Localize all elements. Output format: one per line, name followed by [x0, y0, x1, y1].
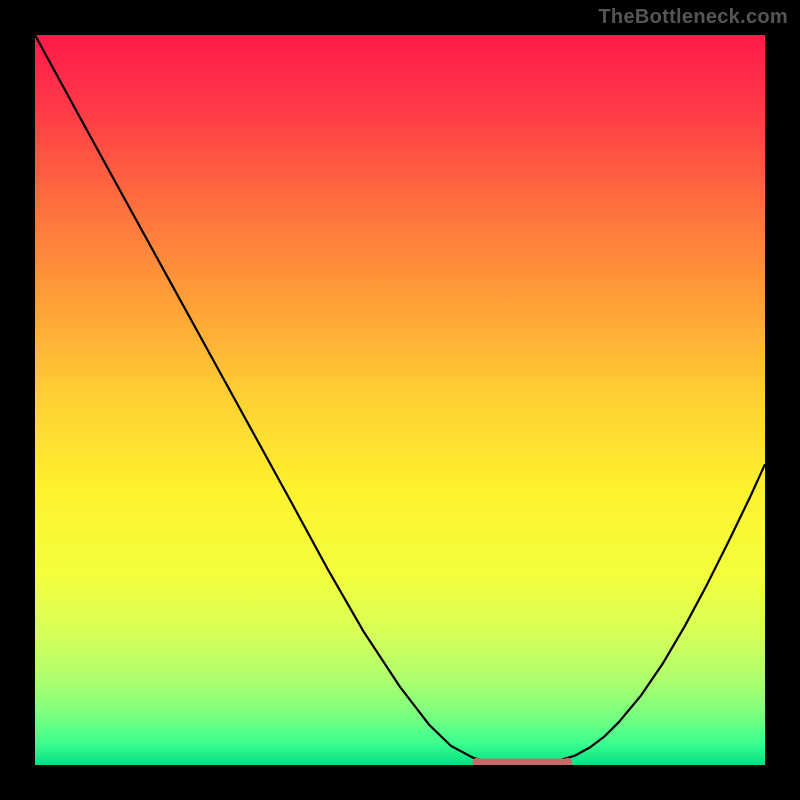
- curve-layer: [35, 35, 765, 765]
- figure-container: TheBottleneck.com: [0, 0, 800, 800]
- optimal-range-marker: [472, 758, 572, 765]
- watermark-text: TheBottleneck.com: [598, 6, 788, 29]
- plot-area: [35, 35, 765, 765]
- bottleneck-curve: [35, 35, 765, 764]
